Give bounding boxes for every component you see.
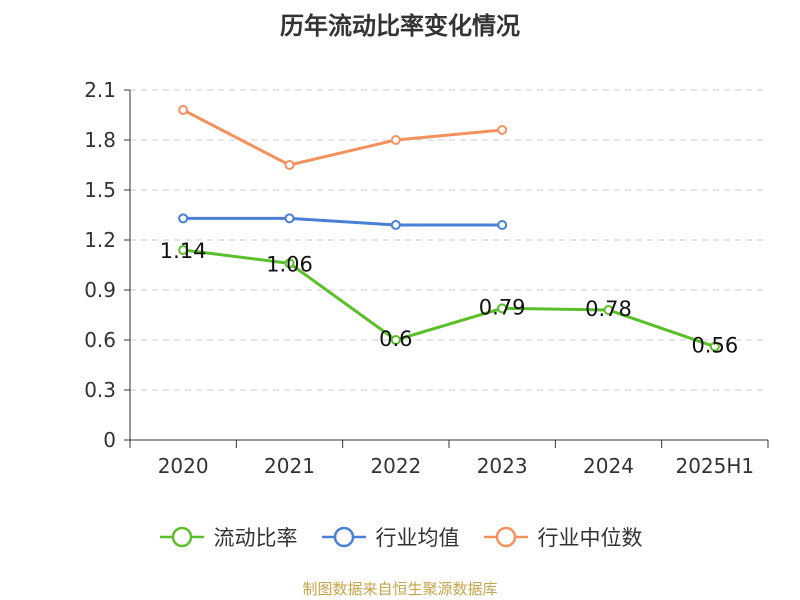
legend-swatch bbox=[483, 526, 528, 548]
x-tick-label: 2024 bbox=[583, 454, 634, 478]
x-tick-label: 2021 bbox=[264, 454, 315, 478]
y-tick-label: 1.2 bbox=[84, 228, 116, 252]
data-point bbox=[178, 213, 189, 224]
data-label: 0.6 bbox=[379, 327, 412, 351]
series-line bbox=[183, 216, 503, 227]
legend-swatch bbox=[321, 526, 366, 548]
legend-swatch bbox=[159, 526, 204, 548]
legend-label: 行业中位数 bbox=[537, 526, 643, 550]
series-line bbox=[182, 248, 716, 349]
legend-item[interactable]: 行业均值 bbox=[320, 522, 460, 552]
source-note: 制图数据来自恒生聚源数据库 bbox=[302, 580, 498, 598]
x-tick-label: 2023 bbox=[477, 454, 528, 478]
chart-title: 历年流动比率变化情况 bbox=[280, 12, 520, 40]
data-point bbox=[497, 220, 508, 230]
legend-swatch-marker bbox=[495, 526, 516, 548]
legend-label: 行业均值 bbox=[375, 526, 460, 550]
x-tick-label: 2022 bbox=[370, 454, 421, 478]
legend-item[interactable]: 行业中位数 bbox=[482, 522, 643, 552]
data-point bbox=[178, 245, 189, 255]
axis-layer: 0 0.3 0.6 0.9 1.2 1.5 1.8 2.1 2020 2021 2022 2023 20… bbox=[84, 78, 769, 478]
data-label: 1.14 bbox=[160, 239, 207, 263]
legend-swatch-marker bbox=[333, 526, 354, 548]
data-point bbox=[178, 105, 189, 115]
data-point bbox=[390, 335, 401, 345]
data-point bbox=[497, 125, 508, 135]
series-layer bbox=[178, 105, 720, 352]
data-point bbox=[284, 213, 295, 224]
y-tick-label: 0.9 bbox=[84, 278, 116, 302]
data-label: 0.79 bbox=[479, 295, 526, 319]
data-label: 0.56 bbox=[691, 334, 738, 358]
data-label: 0.78 bbox=[585, 297, 632, 321]
legend-swatch-marker bbox=[171, 526, 192, 548]
y-tick-label: 0.6 bbox=[84, 328, 116, 352]
y-tick-label: 0.3 bbox=[84, 378, 116, 402]
data-point bbox=[497, 303, 508, 314]
data-point bbox=[284, 258, 295, 269]
data-point bbox=[284, 160, 295, 170]
data-label: 1.06 bbox=[266, 252, 313, 276]
label-layer: 1.14 1.06 0.6 0.79 0.78 0.56 bbox=[160, 239, 738, 358]
legend: 流动比率 行业均值 行业中位数 bbox=[0, 520, 800, 554]
legend-label: 流动比率 bbox=[213, 526, 298, 550]
data-point bbox=[709, 341, 720, 352]
x-tick-label: 2020 bbox=[158, 454, 209, 478]
y-tick-label: 2.1 bbox=[84, 78, 116, 102]
y-tick-label: 1.5 bbox=[84, 178, 116, 202]
y-tick-label: 0 bbox=[103, 428, 116, 452]
x-tick-label: 2025H1 bbox=[675, 454, 754, 478]
grid-layer bbox=[130, 89, 768, 391]
data-point bbox=[603, 305, 614, 315]
series-line bbox=[182, 108, 503, 167]
data-point bbox=[390, 135, 401, 145]
legend-item[interactable]: 流动比率 bbox=[158, 522, 298, 552]
data-point bbox=[390, 220, 401, 230]
y-tick-label: 1.8 bbox=[84, 128, 116, 152]
